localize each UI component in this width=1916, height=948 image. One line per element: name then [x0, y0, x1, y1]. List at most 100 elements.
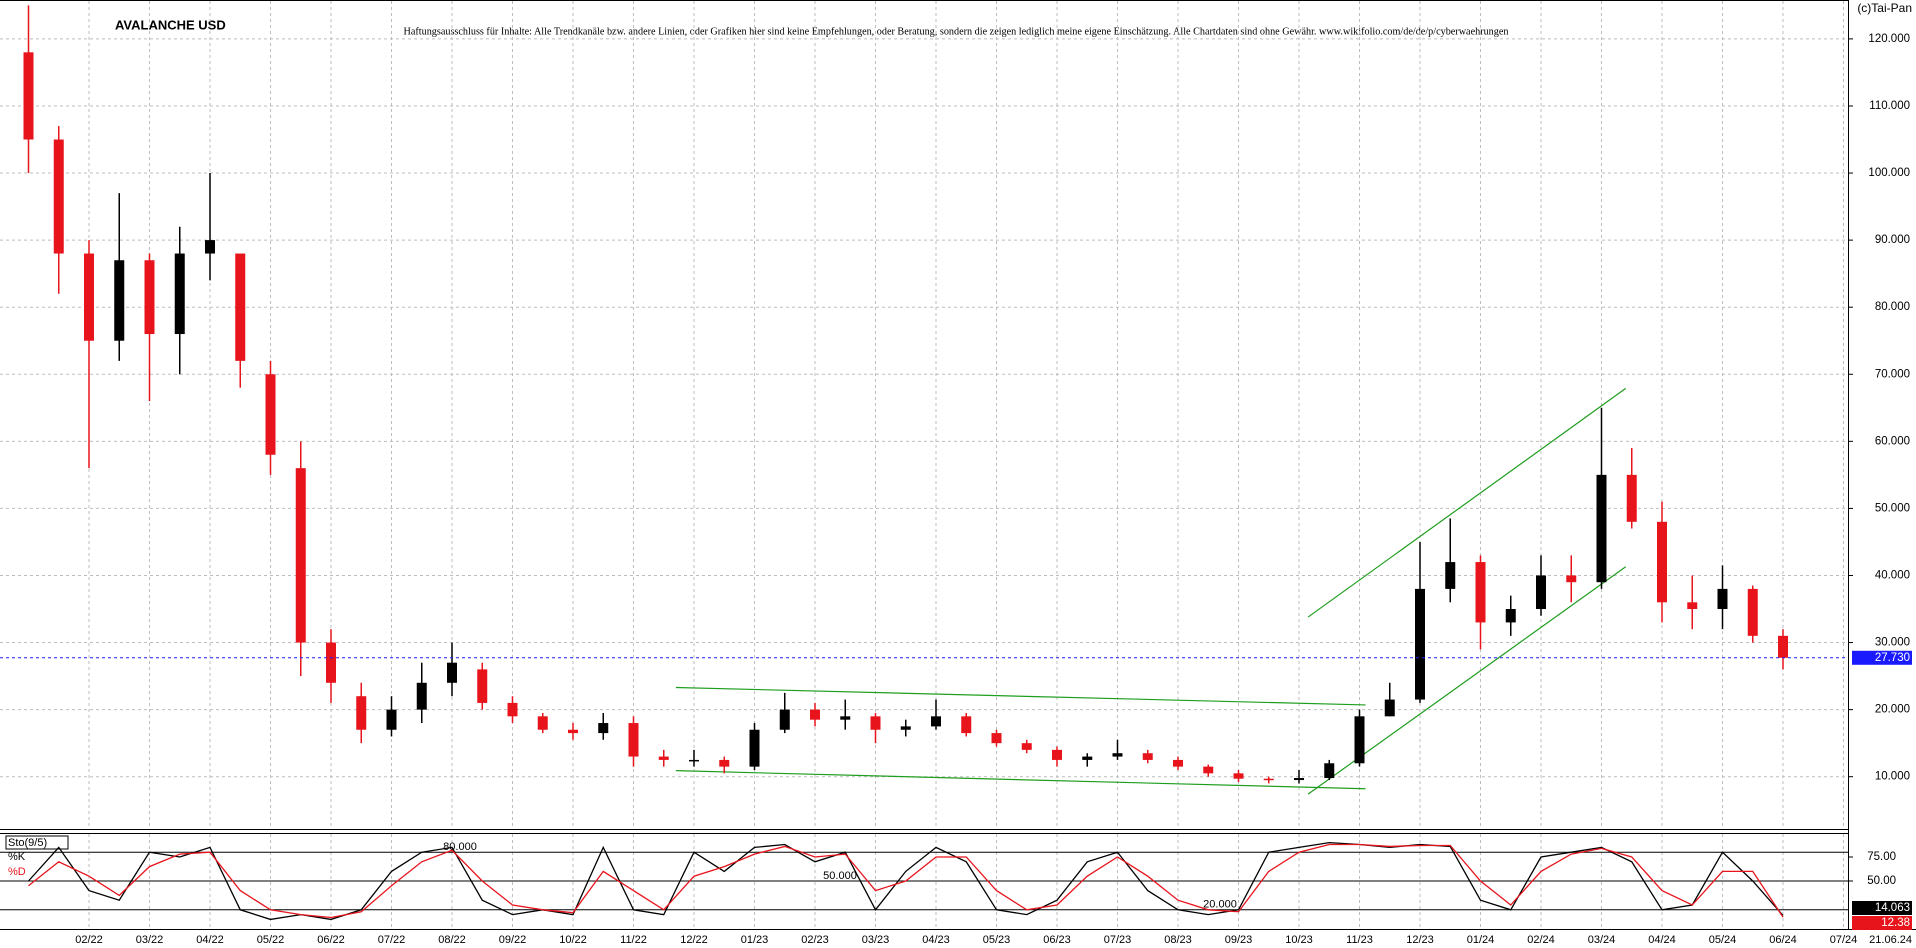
y-tick-label: 120.000 — [1868, 33, 1910, 45]
candle-body — [1505, 609, 1516, 623]
last-value-label: 14.063 — [1875, 902, 1910, 914]
x-tick-label: 06/22 — [317, 934, 345, 946]
trend-line — [1307, 387, 1627, 618]
candle-body — [1233, 773, 1244, 779]
indicator-line — [28, 841, 1784, 921]
x-tick-label: 03/22 — [136, 934, 164, 946]
candle-body — [1536, 575, 1546, 610]
x-tick-label: 03/24 — [1588, 934, 1616, 946]
candle-body — [53, 139, 64, 254]
candle-body — [1687, 602, 1698, 610]
candle-body — [689, 759, 699, 762]
y-tick-label: 60.000 — [1875, 435, 1910, 447]
candle-body — [810, 709, 820, 720]
candle-body — [386, 709, 397, 730]
candle-body — [1445, 562, 1456, 589]
x-tick-label: 06/24 — [1769, 934, 1797, 946]
y-tick-label: 50.000 — [1875, 502, 1910, 514]
last-value-box — [1852, 901, 1912, 915]
candle-body — [1475, 562, 1486, 623]
candle-body — [265, 374, 276, 455]
x-tick-label: 08/23 — [1164, 934, 1192, 946]
x-tick-label: 03/23 — [862, 934, 890, 946]
y-tick-label: 110.000 — [1869, 100, 1910, 112]
y-tick-label: 50.00 — [1867, 875, 1896, 887]
candle-body — [1657, 521, 1667, 603]
x-tick-label: 05/24 — [1709, 934, 1737, 946]
trend-line — [675, 686, 1366, 706]
trend-line — [675, 770, 1366, 790]
candle-body — [84, 253, 94, 341]
y-tick-label: 30.000 — [1875, 637, 1910, 649]
candle-body — [628, 723, 639, 757]
candle-body — [961, 716, 972, 734]
x-tick-label: 07/22 — [378, 934, 406, 946]
indicator-box — [5, 835, 69, 850]
candle-body — [235, 253, 246, 361]
y-tick-label: 80.000 — [1875, 301, 1910, 313]
date-label: 21.06.24 — [1869, 934, 1912, 946]
y-tick-label: 100.000 — [1868, 167, 1910, 179]
x-tick-label: 04/22 — [196, 934, 224, 946]
candle-body — [840, 716, 851, 720]
y-tick-label: 75.00 — [1867, 851, 1896, 863]
x-tick-label: 10/23 — [1285, 934, 1313, 946]
candle-body — [749, 729, 760, 767]
x-tick-label: 02/22 — [75, 934, 103, 946]
x-tick-label: 04/23 — [922, 934, 950, 946]
x-tick-label: 07/23 — [1104, 934, 1132, 946]
x-tick-label: 09/23 — [1225, 934, 1253, 946]
x-tick-label: 09/22 — [499, 934, 527, 946]
legend-label: %K — [8, 851, 26, 863]
x-tick-label: 01/23 — [741, 934, 769, 946]
last-price-label: 27.730 — [1875, 652, 1910, 664]
indicator-line — [28, 843, 1784, 919]
candle-body — [1384, 699, 1395, 717]
candle-body — [144, 260, 155, 335]
candle-body — [1021, 743, 1032, 750]
candle-body — [1415, 588, 1425, 700]
candle-body — [1717, 588, 1728, 610]
x-tick-label: 05/23 — [983, 934, 1011, 946]
candle-body — [1173, 759, 1183, 767]
candle-body — [568, 729, 578, 734]
x-tick-label: 12/22 — [680, 934, 708, 946]
candle-body — [1082, 756, 1093, 760]
candle-body — [416, 682, 427, 710]
last-price-box — [1852, 650, 1912, 665]
candle-body — [114, 260, 125, 341]
candle-body — [1354, 716, 1365, 764]
candle-body — [447, 662, 457, 683]
candle-body — [1263, 778, 1274, 781]
last-value-label: 12.38 — [1881, 917, 1910, 929]
candle-body — [356, 696, 367, 730]
x-tick-label: 11/23 — [1346, 934, 1373, 946]
x-tick-label: 07/24 — [1830, 934, 1858, 946]
y-tick-label: 40.000 — [1875, 570, 1910, 582]
candle-body — [174, 253, 185, 335]
candle-body — [507, 702, 518, 717]
candle-body — [719, 759, 730, 767]
candle-body — [1778, 635, 1788, 658]
x-tick-label: 06/23 — [1043, 934, 1071, 946]
candle-body — [326, 642, 336, 683]
candle-body — [1142, 753, 1153, 760]
x-tick-label: 10/22 — [559, 934, 587, 946]
candle-body — [1203, 766, 1214, 774]
candle-body — [1294, 778, 1304, 781]
candle-body — [991, 733, 1002, 744]
x-tick-label: 01/24 — [1467, 934, 1495, 946]
candle-body — [1596, 474, 1607, 583]
y-tick-label: 20.000 — [1875, 704, 1910, 716]
x-tick-label: 05/22 — [257, 934, 285, 946]
candle-body — [1626, 474, 1637, 522]
y-tick-label: 10.000 — [1875, 771, 1910, 783]
x-tick-label: 02/23 — [801, 934, 829, 946]
candle-body — [1052, 749, 1062, 760]
candle-body — [477, 669, 488, 703]
x-tick-label: 02/24 — [1527, 934, 1555, 946]
x-tick-label: 08/22 — [438, 934, 466, 946]
candle-body — [931, 716, 941, 727]
x-tick-label: 12/23 — [1406, 934, 1434, 946]
candle-body — [1112, 753, 1123, 757]
